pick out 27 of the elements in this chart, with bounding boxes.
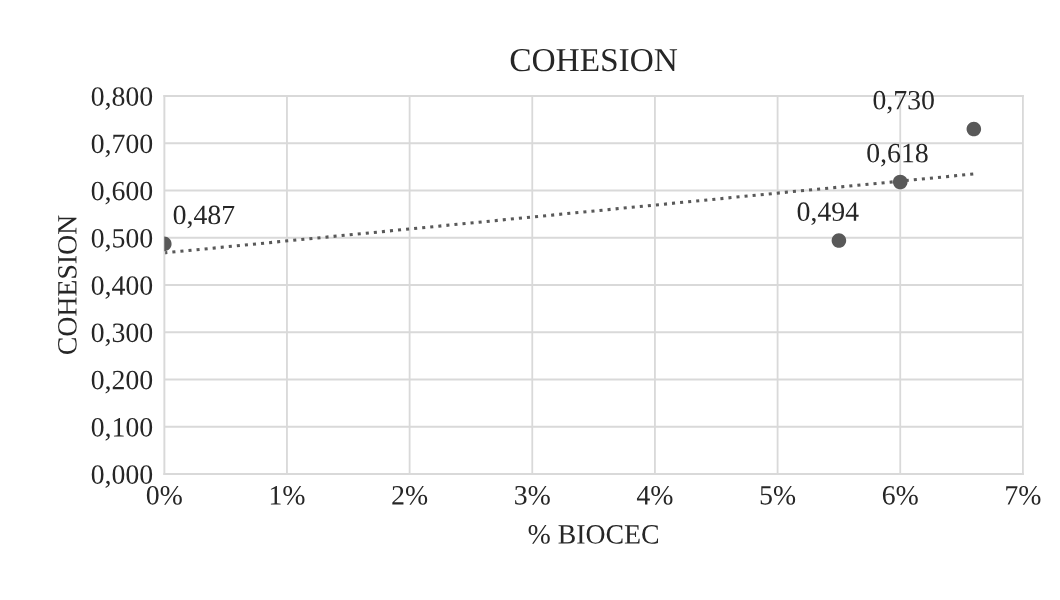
- y-tick-label: 0,200: [91, 370, 153, 394]
- chart-title: COHESION: [510, 48, 678, 72]
- y-axis-title: COHESION: [58, 215, 77, 355]
- x-tick-label: 4%: [636, 485, 673, 505]
- x-tick-label: 0%: [146, 485, 182, 505]
- x-tick-label: 6%: [882, 485, 918, 505]
- x-tick-label: 5%: [760, 485, 796, 505]
- x-axis-title: % BIOCEC: [528, 524, 659, 544]
- x-tick-label: 3%: [515, 485, 550, 505]
- point: [966, 121, 982, 137]
- data-label: 0,730: [873, 90, 934, 114]
- y-tick-label: 0,400: [91, 276, 153, 299]
- y-tick-label: 0,600: [91, 181, 153, 205]
- y-tick-label: 0,300: [91, 323, 153, 347]
- x-tick-label: 1%: [270, 485, 305, 505]
- y-tick-label: 0,000: [91, 465, 153, 488]
- y-tick-label: 0,500: [91, 228, 153, 252]
- x-tick-label: 2%: [392, 485, 428, 505]
- data-label: 0,618: [867, 143, 928, 167]
- point: [892, 174, 908, 190]
- y-tick-label: 0,700: [91, 134, 153, 158]
- data-label: 0,494: [797, 202, 859, 226]
- point: [831, 233, 847, 248]
- x-tick-label: 7%: [1006, 485, 1041, 505]
- data-label: 0,487: [173, 205, 235, 229]
- y-tick-label: 0,800: [91, 87, 153, 110]
- y-tick-label: 0,100: [91, 417, 153, 441]
